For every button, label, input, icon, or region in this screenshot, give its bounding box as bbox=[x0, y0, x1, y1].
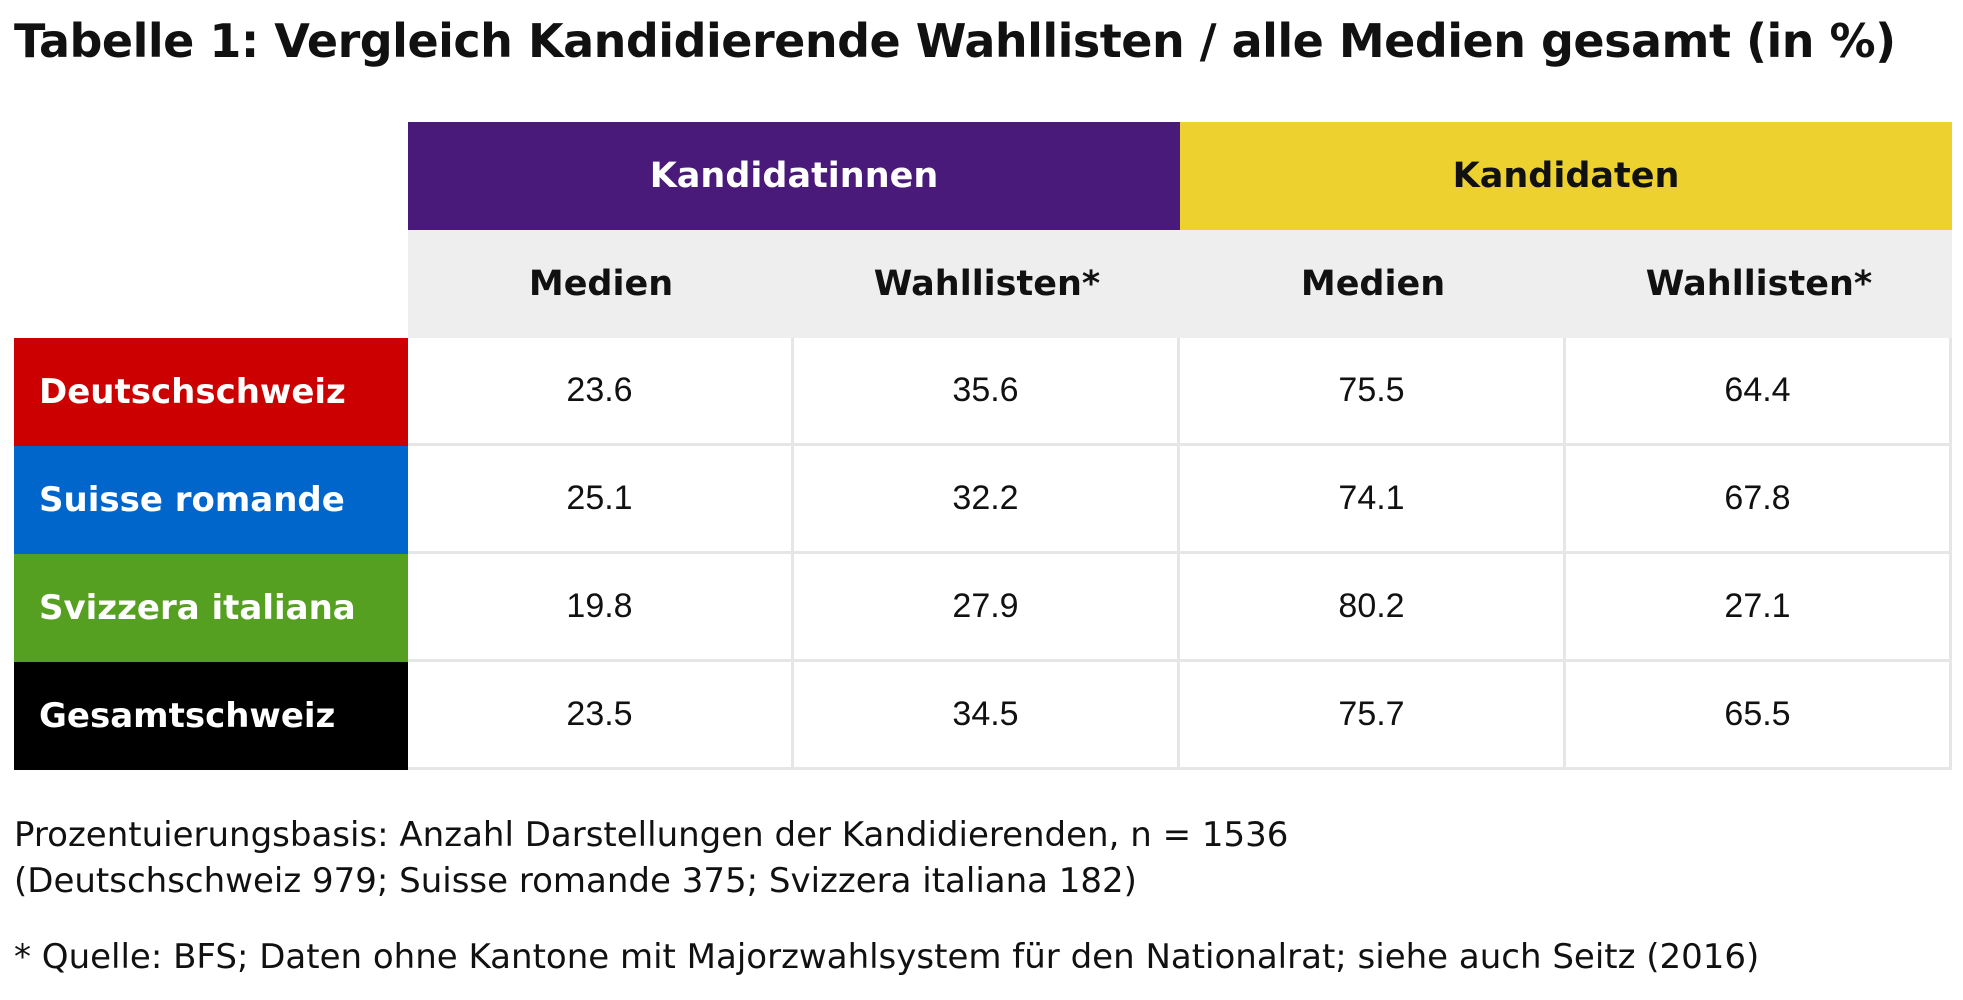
table-row-suisse-romande: Suisse romande 25.1 32.2 74.1 67.8 bbox=[14, 446, 1952, 554]
value-cell: 27.9 bbox=[794, 554, 1180, 662]
value-cell: 65.5 bbox=[1566, 662, 1952, 770]
subheader-kandidaten-wahllisten: Wahllisten* bbox=[1566, 230, 1952, 338]
footnote-source: * Quelle: BFS; Daten ohne Kantone mit Ma… bbox=[14, 937, 1760, 977]
value-cell: 80.2 bbox=[1180, 554, 1566, 662]
header-stub bbox=[14, 122, 408, 230]
subheader-kandidaten-medien: Medien bbox=[1180, 230, 1566, 338]
row-label-suisse-romande: Suisse romande bbox=[14, 446, 408, 554]
footnotes: Prozentuierungsbasis: Anzahl Darstellung… bbox=[14, 812, 1759, 980]
value-cell: 27.1 bbox=[1566, 554, 1952, 662]
subheader-stub bbox=[14, 230, 408, 338]
value-cell: 35.6 bbox=[794, 338, 1180, 446]
group-header-row: Kandidatinnen Kandidaten bbox=[14, 122, 1952, 230]
value-cell: 34.5 bbox=[794, 662, 1180, 770]
table-title: Tabelle 1: Vergleich Kandidierende Wahll… bbox=[14, 14, 1896, 68]
value-cell: 74.1 bbox=[1180, 446, 1566, 554]
table-row-svizzera-italiana: Svizzera italiana 19.8 27.9 80.2 27.1 bbox=[14, 554, 1952, 662]
table-row-gesamtschweiz: Gesamtschweiz 23.5 34.5 75.7 65.5 bbox=[14, 662, 1952, 770]
value-cell: 25.1 bbox=[408, 446, 794, 554]
value-cell: 75.5 bbox=[1180, 338, 1566, 446]
value-cell: 75.7 bbox=[1180, 662, 1566, 770]
value-cell: 23.6 bbox=[408, 338, 794, 446]
subheader-kandidatinnen-medien: Medien bbox=[408, 230, 794, 338]
value-cell: 19.8 bbox=[408, 554, 794, 662]
group-header-kandidaten: Kandidaten bbox=[1180, 122, 1952, 230]
value-cell: 32.2 bbox=[794, 446, 1180, 554]
table-row-deutschschweiz: Deutschschweiz 23.6 35.6 75.5 64.4 bbox=[14, 338, 1952, 446]
group-header-kandidatinnen: Kandidatinnen bbox=[408, 122, 1180, 230]
row-label-svizzera-italiana: Svizzera italiana bbox=[14, 554, 408, 662]
value-cell: 67.8 bbox=[1566, 446, 1952, 554]
footnote-basis: Prozentuierungsbasis: Anzahl Darstellung… bbox=[14, 815, 1289, 855]
value-cell: 64.4 bbox=[1566, 338, 1952, 446]
value-cell: 23.5 bbox=[408, 662, 794, 770]
subheader-row: Medien Wahllisten* Medien Wahllisten* bbox=[14, 230, 1952, 338]
row-label-gesamtschweiz: Gesamtschweiz bbox=[14, 662, 408, 770]
row-label-deutschschweiz: Deutschschweiz bbox=[14, 338, 408, 446]
comparison-table: Kandidatinnen Kandidaten Medien Wahllist… bbox=[14, 122, 1952, 770]
subheader-kandidatinnen-wahllisten: Wahllisten* bbox=[794, 230, 1180, 338]
footnote-counts: (Deutschschweiz 979; Suisse romande 375;… bbox=[14, 861, 1137, 901]
